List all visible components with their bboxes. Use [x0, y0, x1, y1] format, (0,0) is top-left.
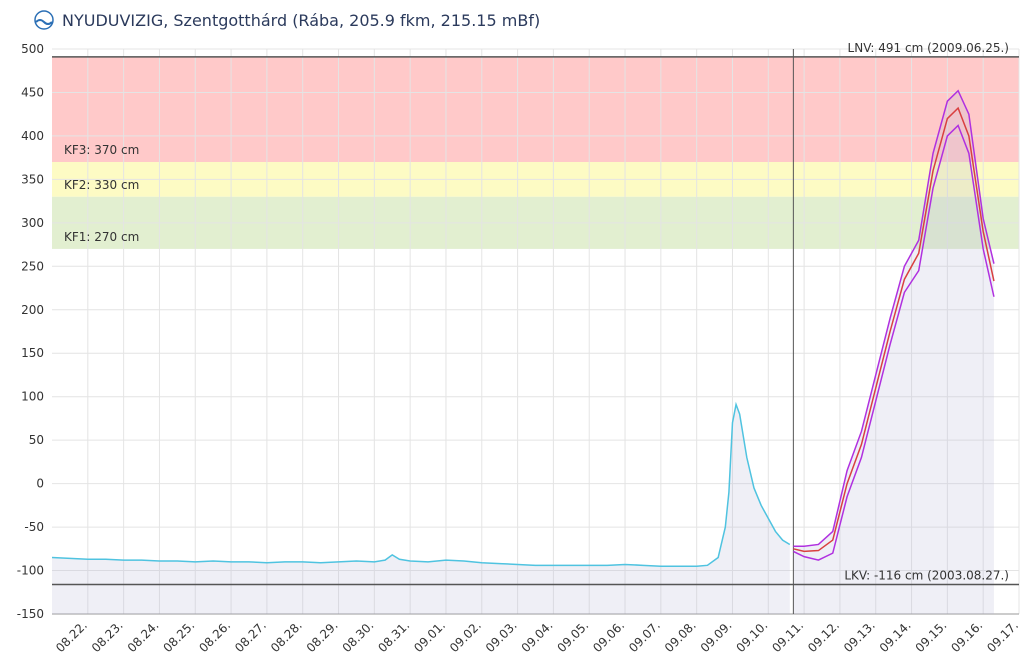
y-tick-label: 50: [29, 433, 44, 447]
x-tick-label: 09.15.: [913, 618, 950, 655]
y-tick-label: 500: [21, 42, 44, 56]
x-tick-label: 08.25.: [160, 618, 197, 655]
y-tick-label: 300: [21, 216, 44, 230]
x-tick-label: 09.08.: [662, 618, 699, 655]
logo: [34, 10, 54, 30]
x-tick-label: 09.17.: [984, 618, 1021, 655]
series-line: [51, 401, 791, 567]
band-label: KF1: 270 cm: [64, 230, 139, 244]
x-tick-label: 08.24.: [125, 618, 162, 655]
y-tick-label: 0: [36, 477, 44, 491]
level-label: LNV: 491 cm (2009.06.25.): [848, 41, 1009, 55]
y-tick-label: -100: [17, 564, 44, 578]
x-tick-label: 09.14.: [877, 618, 914, 655]
x-tick-label: 09.07.: [626, 618, 663, 655]
x-tick-label: 09.10.: [734, 618, 771, 655]
x-tick-label: 08.30.: [340, 618, 377, 655]
x-tick-label: 08.22.: [53, 618, 90, 655]
x-tick-label: 09.16.: [948, 618, 985, 655]
y-tick-label: -50: [24, 520, 44, 534]
x-tick-label: 08.28.: [268, 618, 305, 655]
y-tick-label: 200: [21, 303, 44, 317]
y-tick-label: 250: [21, 259, 44, 273]
y-tick-label: 100: [21, 390, 44, 404]
series-line: [793, 124, 995, 561]
x-tick-label: 08.27.: [232, 618, 269, 655]
x-tick-label: 09.06.: [590, 618, 627, 655]
threshold-band: [52, 56, 1019, 163]
area: [793, 90, 994, 614]
x-tick-label: 09.01.: [411, 618, 448, 655]
x-tick-label: 09.09.: [698, 618, 735, 655]
x-tick-label: 08.23.: [89, 618, 126, 655]
band-label: KF2: 330 cm: [64, 178, 139, 192]
x-tick-label: 09.04.: [519, 618, 556, 655]
x-tick-label: 09.05.: [554, 618, 591, 655]
x-tick-label: 09.12.: [805, 618, 842, 655]
level-label: LKV: -116 cm (2003.08.27.): [844, 568, 1009, 582]
x-tick-label: 09.13.: [841, 618, 878, 655]
band-label: KF3: 370 cm: [64, 143, 139, 157]
x-tick-label: 09.02.: [447, 618, 484, 655]
x-tick-label: 09.03.: [483, 618, 520, 655]
x-tick-label: 09.11.: [769, 618, 806, 655]
y-tick-label: 350: [21, 172, 44, 186]
chart-title: NYUDUVIZIG, Szentgotthárd (Rába, 205.9 f…: [62, 11, 540, 30]
series-line: [793, 89, 995, 547]
area: [52, 404, 790, 614]
y-tick-label: 150: [21, 346, 44, 360]
y-tick-label: -150: [17, 607, 44, 621]
series-line: [793, 106, 995, 553]
x-tick-label: 08.29.: [304, 618, 341, 655]
y-tick-label: 400: [21, 129, 44, 143]
x-tick-label: 08.26.: [196, 618, 233, 655]
x-tick-label: 08.31.: [375, 618, 412, 655]
y-tick-label: 450: [21, 85, 44, 99]
